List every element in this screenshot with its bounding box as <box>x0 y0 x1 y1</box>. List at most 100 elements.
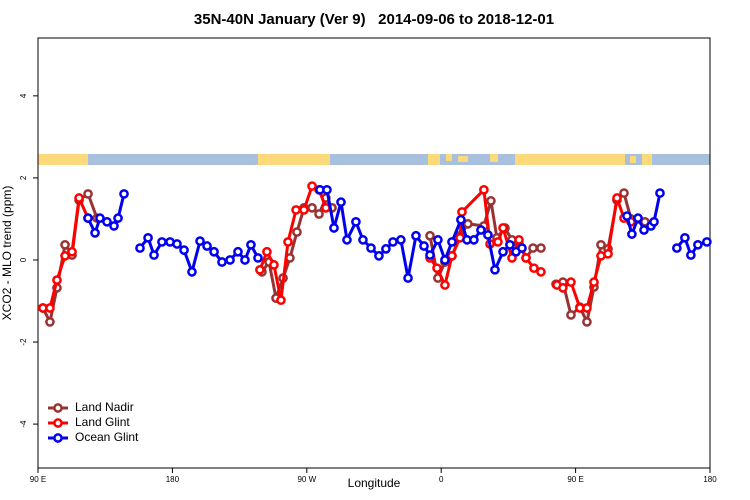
data-point <box>374 251 384 261</box>
data-point <box>457 207 467 217</box>
data-point <box>483 230 493 240</box>
data-point <box>307 181 317 191</box>
data-point <box>366 243 376 253</box>
data-point <box>529 263 539 274</box>
data-point <box>419 241 429 251</box>
data-point <box>217 257 227 267</box>
legend-label: Ocean Glint <box>75 430 139 444</box>
data-point <box>52 275 62 285</box>
data-point <box>60 239 70 250</box>
data-point <box>639 225 649 235</box>
data-point <box>521 253 531 263</box>
data-point <box>558 283 568 293</box>
data-point <box>425 250 435 260</box>
y-tick-label: -2 <box>19 338 28 346</box>
data-point <box>619 188 629 198</box>
data-point <box>109 221 119 231</box>
x-tick-label: 180 <box>703 475 717 484</box>
legend-marker <box>53 418 63 428</box>
data-point <box>603 248 613 259</box>
data-point <box>612 193 622 203</box>
data-point <box>596 239 606 250</box>
data-point <box>582 317 592 327</box>
data-point <box>486 196 496 206</box>
data-point <box>67 246 77 257</box>
data-point <box>276 295 286 306</box>
data-point <box>358 235 368 245</box>
y-axis-label: XCO2 - MLO trend (ppm) <box>0 186 14 321</box>
data-point <box>83 189 93 199</box>
data-point <box>447 251 457 261</box>
map-strip <box>38 154 710 165</box>
data-point <box>291 205 301 215</box>
data-point <box>135 243 145 253</box>
data-point <box>490 264 500 275</box>
x-tick-label: 180 <box>166 475 180 484</box>
data-point <box>225 255 235 265</box>
x-tick-label: 90 E <box>567 475 583 484</box>
data-point <box>517 243 527 253</box>
data-point <box>143 232 153 243</box>
data-point <box>536 243 546 253</box>
data-point <box>622 211 632 221</box>
data-point <box>351 216 361 227</box>
data-point <box>292 227 302 237</box>
y-tick-label: 0 <box>19 257 28 262</box>
data-point <box>456 214 466 225</box>
data-point <box>179 245 189 255</box>
data-point <box>314 209 324 219</box>
x-tick-label: 0 <box>439 475 444 484</box>
data-point <box>95 213 105 223</box>
data-point <box>322 184 332 195</box>
data-point <box>262 246 272 257</box>
data-point <box>90 228 100 238</box>
legend-label: Land Glint <box>75 415 130 429</box>
data-point <box>113 213 123 223</box>
data-point <box>187 267 197 277</box>
data-point <box>299 205 309 215</box>
data-point <box>671 243 682 253</box>
data-point <box>157 237 167 247</box>
data-point <box>329 223 339 233</box>
legend-marker <box>53 403 63 413</box>
data-point <box>233 246 243 257</box>
data-point <box>686 250 696 260</box>
x-tick-label: 90 E <box>30 475 46 484</box>
data-point <box>655 188 665 198</box>
data-point <box>536 267 546 277</box>
chart-title: 35N-40N January (Ver 9) 2014-09-06 to 20… <box>194 11 554 28</box>
x-axis-label: Longitude <box>348 476 401 490</box>
data-point <box>246 239 256 250</box>
data-point <box>381 244 391 254</box>
legend-label: Land Nadir <box>75 400 134 414</box>
data-point <box>463 219 473 229</box>
data-point <box>476 225 486 235</box>
data-point <box>342 235 352 245</box>
data-point <box>255 264 265 275</box>
data-point <box>240 255 250 265</box>
data-point <box>202 241 212 251</box>
data-point <box>425 230 435 241</box>
data-point <box>209 246 219 257</box>
data-point <box>336 197 346 207</box>
data-point <box>45 317 55 327</box>
data-point <box>60 251 70 261</box>
data-point <box>45 303 55 313</box>
data-point <box>396 235 406 245</box>
data-point <box>440 280 450 290</box>
x-tick-label: 90 W <box>297 475 316 484</box>
data-point <box>432 263 442 274</box>
data-point <box>119 189 129 199</box>
data-point <box>514 235 524 245</box>
data-point <box>498 246 508 257</box>
data-point <box>253 253 263 263</box>
y-tick-label: -4 <box>19 420 28 428</box>
data-point <box>307 203 317 213</box>
data-point <box>498 223 508 233</box>
data-point <box>479 184 489 195</box>
data-point <box>172 239 182 249</box>
data-point <box>633 213 643 223</box>
data-point <box>411 230 421 241</box>
data-point <box>702 237 712 247</box>
